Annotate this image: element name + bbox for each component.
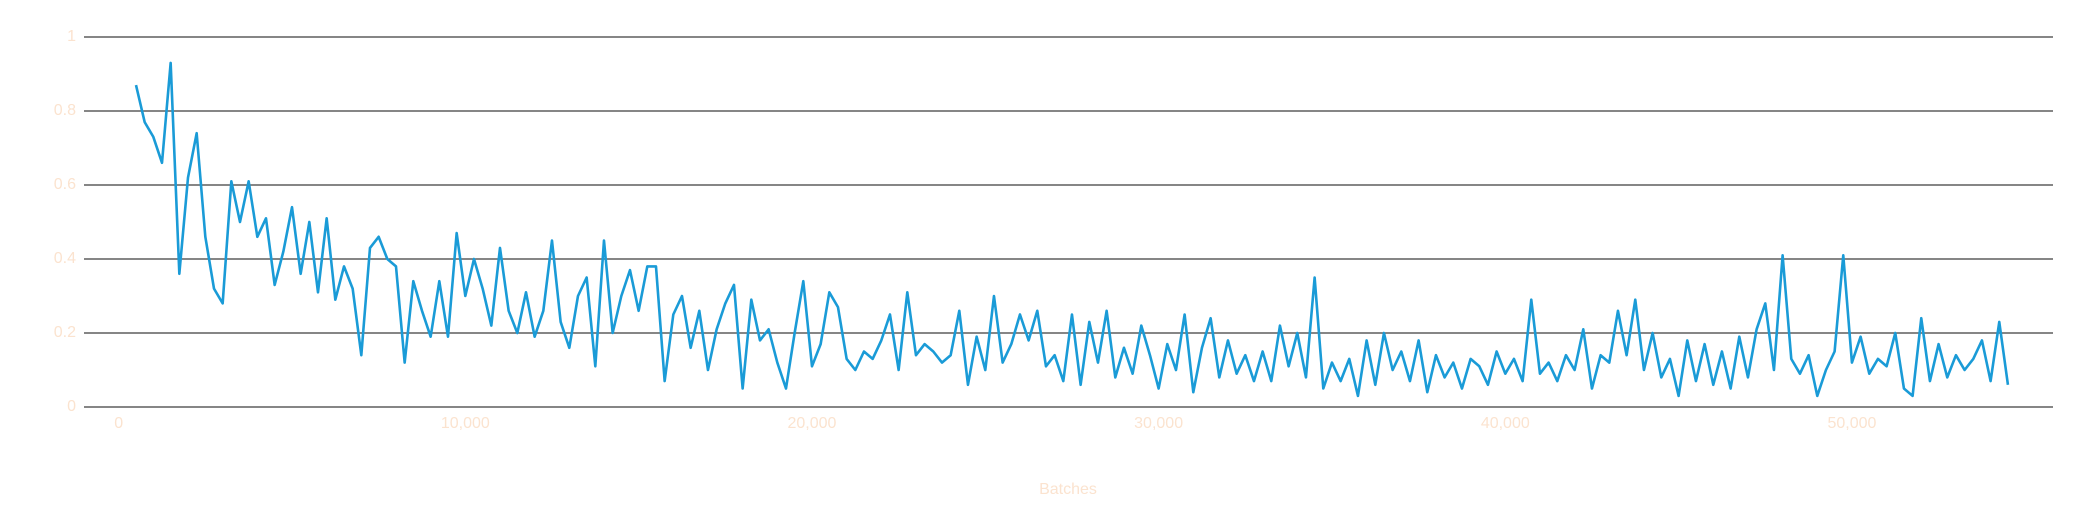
y-tick-label: 0.8 bbox=[54, 102, 76, 119]
y-tick-label: 0.6 bbox=[54, 176, 76, 193]
y-tick-label: 0.4 bbox=[54, 250, 76, 267]
loss-line bbox=[134, 61, 2010, 398]
x-tick-label: 20,000 bbox=[788, 415, 837, 432]
y-tick-label: 1 bbox=[67, 28, 76, 45]
x-axis-label: Batches bbox=[1039, 481, 1097, 498]
x-tick-label: 40,000 bbox=[1481, 415, 1530, 432]
x-tick-label: 50,000 bbox=[1827, 415, 1876, 432]
y-tick-label: 0 bbox=[67, 398, 76, 415]
y-tick-label: 0.2 bbox=[54, 324, 76, 341]
x-tick-label: 10,000 bbox=[441, 415, 490, 432]
x-tick-label: 0 bbox=[114, 415, 123, 432]
x-tick-label: 30,000 bbox=[1134, 415, 1183, 432]
